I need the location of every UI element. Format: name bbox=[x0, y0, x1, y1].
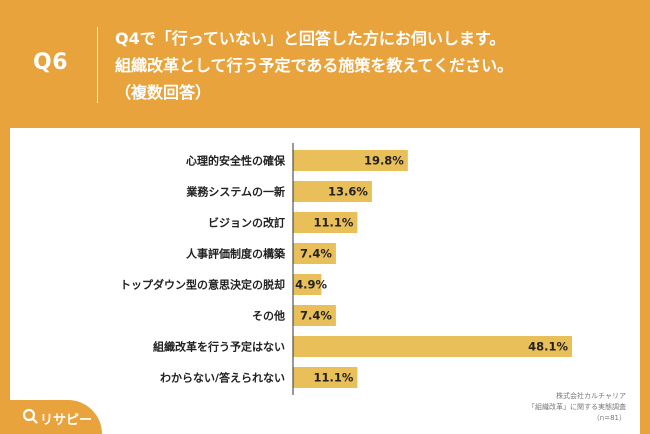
category-label: 業務システムの一新 bbox=[185, 185, 285, 199]
logo: リサピー bbox=[10, 400, 102, 434]
data-label: 11.1% bbox=[313, 371, 353, 385]
data-label: 4.9% bbox=[295, 278, 327, 292]
question-line-2: 組織改革として行う予定である施策を教えてください。 bbox=[115, 56, 514, 75]
bar bbox=[293, 367, 358, 388]
category-label: 人事評価制度の構築 bbox=[186, 247, 286, 261]
data-label: 13.6% bbox=[328, 185, 368, 199]
bar-chart: 心理的安全性の確保 19.8% 業務システムの一新 13.6% ビジョンの改訂 11.1%… bbox=[120, 143, 572, 395]
header-divider bbox=[97, 27, 98, 103]
category-label: トップダウン型の意思決定の脱却 bbox=[120, 278, 285, 292]
source-note: 株式会社カルチャリア 「組織改革」に関する実態調査 （n=81） bbox=[528, 391, 626, 424]
data-label: 19.8% bbox=[364, 154, 404, 168]
bar bbox=[293, 243, 336, 264]
bar bbox=[293, 274, 322, 295]
category-label: わからない/答えられない bbox=[160, 371, 285, 385]
data-label: 48.1% bbox=[528, 340, 568, 354]
data-label: 11.1% bbox=[313, 216, 353, 230]
source-line-1: 株式会社カルチャリア bbox=[556, 392, 626, 400]
question-text: Q4で「行っていない」と回答した方にお伺いします。 組織改革として行う予定である… bbox=[115, 25, 635, 106]
question-number: Q6 bbox=[33, 50, 69, 75]
bar bbox=[293, 181, 372, 202]
source-line-2: 「組織改革」に関する実態調査 bbox=[528, 403, 626, 411]
category-label: 組織改革を行う予定はない bbox=[153, 340, 285, 354]
bar bbox=[293, 212, 358, 233]
category-label: 心理的安全性の確保 bbox=[186, 154, 286, 168]
data-label: 7.4% bbox=[300, 247, 332, 261]
bar bbox=[293, 150, 408, 171]
chart-card: 心理的安全性の確保 19.8% 業務システムの一新 13.6% ビジョンの改訂 11.1%… bbox=[10, 128, 640, 434]
source-line-3: （n=81） bbox=[592, 414, 626, 422]
search-icon bbox=[22, 408, 38, 424]
question-header: Q6 Q4で「行っていない」と回答した方にお伺いします。 組織改革として行う予定… bbox=[0, 0, 650, 125]
data-label: 7.4% bbox=[300, 309, 332, 323]
logo-text: リサピー bbox=[40, 413, 93, 428]
category-label: その他 bbox=[252, 309, 285, 323]
question-line-3: （複数回答） bbox=[115, 83, 212, 102]
bar bbox=[293, 305, 336, 326]
category-label: ビジョンの改訂 bbox=[208, 216, 285, 230]
bar bbox=[293, 336, 572, 357]
question-line-1: Q4で「行っていない」と回答した方にお伺いします。 bbox=[115, 29, 506, 48]
